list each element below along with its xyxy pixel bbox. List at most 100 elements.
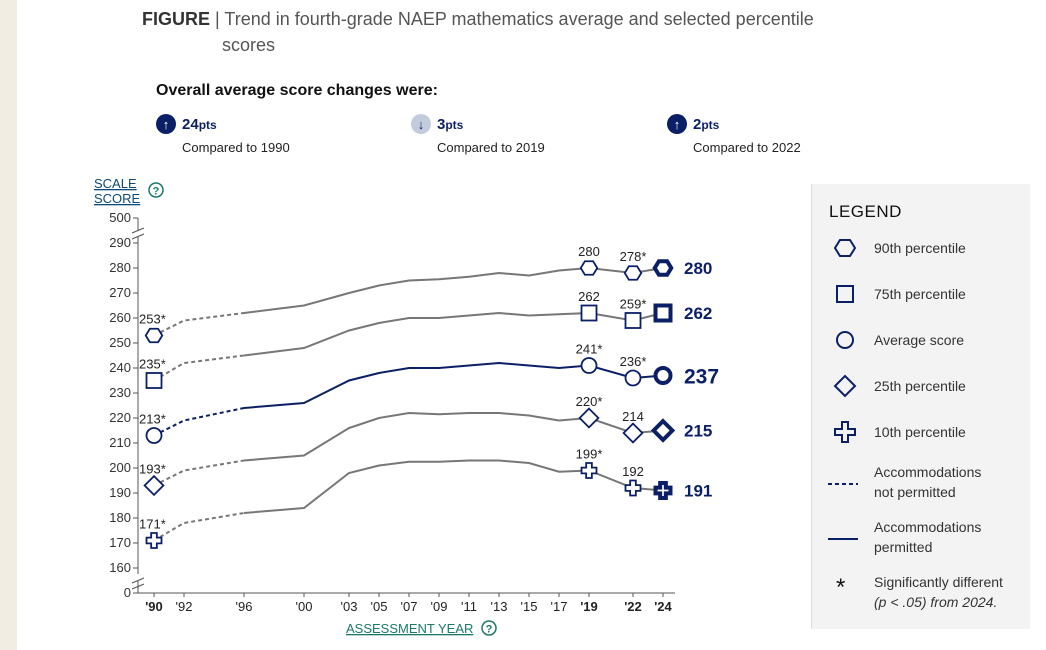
arrow-up-icon: ↑ bbox=[156, 114, 176, 134]
x-tick-label: '19 bbox=[580, 599, 598, 614]
p10-final-value: 191 bbox=[684, 482, 712, 501]
figure-title: FIGURE | Trend in fourth-grade NAEP math… bbox=[142, 6, 862, 58]
p25-label-1990: 193* bbox=[139, 462, 166, 477]
y-tick-label: 260 bbox=[109, 310, 131, 325]
avg-label-2019: 241* bbox=[576, 342, 603, 357]
arrow-down-icon: ↓ bbox=[411, 114, 431, 134]
avg-final-value: 237 bbox=[684, 366, 719, 389]
dashed-line-icon bbox=[828, 483, 858, 485]
x-tick-label: '13 bbox=[491, 599, 508, 614]
avg-dashed-line bbox=[153, 407, 245, 437]
x-axis-title[interactable]: ASSESSMENT YEAR bbox=[346, 621, 473, 636]
x-help-icon[interactable]: ? bbox=[481, 620, 497, 636]
p75-dashed-line bbox=[153, 354, 245, 382]
avg-marker-2019 bbox=[580, 357, 598, 374]
changes-title: Overall average score changes were: bbox=[156, 82, 438, 99]
y-help-icon[interactable]: ? bbox=[148, 182, 164, 198]
x-tick-label: '07 bbox=[401, 599, 418, 614]
p25-final-value: 215 bbox=[684, 422, 712, 441]
p25-dashed-line bbox=[153, 459, 245, 487]
x-tick-label: '11 bbox=[461, 599, 477, 614]
p10-dashed-line bbox=[153, 512, 245, 542]
p10-label-2019: 199* bbox=[576, 447, 603, 462]
p90-dashed-line bbox=[153, 312, 245, 337]
avg-label-2022: 236* bbox=[620, 354, 647, 369]
change-vs-2019: ↓ 3pts Compared to 2019 bbox=[411, 114, 545, 155]
change-compared: Compared to 1990 bbox=[182, 140, 290, 155]
p10-label-1990: 171* bbox=[139, 517, 166, 532]
legend-item-p75: 75th percentile bbox=[812, 280, 1030, 320]
p90-label-2019: 280 bbox=[578, 244, 600, 259]
p25-marker-2019 bbox=[578, 407, 600, 429]
p75-marker-2024 bbox=[653, 303, 673, 323]
legend-item-solid: Accommodations permitted bbox=[812, 517, 1030, 561]
change-value: 2pts bbox=[693, 115, 720, 133]
title-separator: | bbox=[215, 9, 220, 29]
p25-marker-1990 bbox=[143, 474, 165, 497]
y-tick-label: 250 bbox=[109, 335, 131, 350]
p90-solid-line bbox=[243, 266, 664, 314]
y-tick-label: 190 bbox=[109, 485, 131, 500]
p90-marker-2022 bbox=[623, 265, 643, 281]
y-tick-label: 220 bbox=[109, 410, 131, 425]
p75-marker-2019 bbox=[580, 304, 598, 322]
y-tick-label: 230 bbox=[109, 385, 131, 400]
p90-final-value: 280 bbox=[684, 259, 712, 278]
solid-line-icon bbox=[828, 538, 858, 540]
x-tick-label: '22 bbox=[624, 599, 642, 614]
x-tick-label: '92 bbox=[176, 599, 193, 614]
square-icon bbox=[836, 285, 854, 303]
y-tick-label: 0 bbox=[124, 585, 131, 600]
axes: 500 290 280 270 260 250 240 230 220 210 200 190 180 1… bbox=[109, 210, 675, 614]
p75-label-2022: 259* bbox=[620, 297, 647, 312]
title-line-1: Trend in fourth-grade NAEP mathematics a… bbox=[224, 9, 814, 29]
p90-marker-2024 bbox=[652, 259, 674, 277]
y-axis-title-line-1[interactable]: SCALE bbox=[94, 176, 137, 191]
legend-item-avg: Average score bbox=[812, 326, 1030, 366]
y-tick-label: 240 bbox=[109, 360, 131, 375]
p25-label-2019: 220* bbox=[576, 394, 603, 409]
p75-label-2019: 262 bbox=[578, 289, 600, 304]
diamond-icon bbox=[833, 374, 857, 398]
legend-item-p90: 90th percentile bbox=[812, 234, 1030, 274]
data-labels: 253* 280 278* 280 235* 262 259* 262 213* 241* 236*… bbox=[139, 244, 719, 532]
y-axis-title-line-2[interactable]: SCORE bbox=[94, 191, 141, 206]
figure-label: FIGURE bbox=[142, 9, 211, 29]
x-tick-label: '09 bbox=[431, 599, 448, 614]
legend-panel: LEGEND 90th percentile 75th percentile A… bbox=[811, 184, 1030, 629]
p90-marker-2019 bbox=[579, 260, 599, 276]
p10-solid-line bbox=[243, 459, 664, 514]
x-tick-label: '24 bbox=[654, 599, 672, 614]
p10-marker-2019 bbox=[580, 462, 598, 479]
x-tick-label: '05 bbox=[371, 599, 388, 614]
p10-marker-2024 bbox=[653, 481, 673, 500]
x-tick-label: '00 bbox=[296, 599, 313, 614]
change-compared: Compared to 2022 bbox=[693, 140, 801, 155]
y-tick-label: 290 bbox=[109, 235, 131, 250]
p25-marker-2022 bbox=[622, 422, 644, 444]
y-tick-label: 200 bbox=[109, 460, 131, 475]
legend-title: LEGEND bbox=[829, 202, 902, 221]
y-tick-label: 500 bbox=[109, 210, 131, 225]
avg-label-1990: 213* bbox=[139, 412, 166, 427]
asterisk-icon: * bbox=[836, 574, 846, 601]
svg-text:?: ? bbox=[486, 624, 493, 636]
svg-text:?: ? bbox=[153, 186, 160, 198]
y-tick-label: 210 bbox=[109, 435, 131, 450]
p90-label-1990: 253* bbox=[139, 312, 166, 327]
legend-item-dashed: Accommodations not permitted bbox=[812, 462, 1030, 506]
avg-marker-2022 bbox=[624, 369, 642, 387]
cross-icon bbox=[834, 421, 856, 443]
legend-item-p25: 25th percentile bbox=[812, 372, 1030, 412]
p10-marker-1990 bbox=[145, 532, 163, 549]
legend-item-p10: 10th percentile bbox=[812, 418, 1030, 458]
p75-label-1990: 235* bbox=[139, 357, 166, 372]
x-tick-label: '96 bbox=[236, 599, 253, 614]
title-line-2: scores bbox=[222, 35, 276, 55]
x-tick-label: '15 bbox=[521, 599, 538, 614]
change-value: 3pts bbox=[437, 115, 464, 133]
avg-marker-1990 bbox=[145, 427, 163, 444]
change-value: 24pts bbox=[182, 115, 217, 133]
change-vs-2022: ↑ 2pts Compared to 2022 bbox=[667, 114, 801, 155]
p25-label-2022: 214 bbox=[622, 409, 644, 424]
